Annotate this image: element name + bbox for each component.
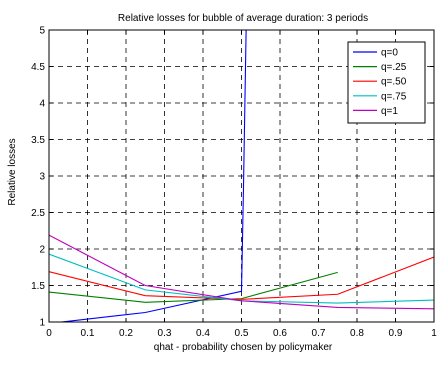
x-tick-label: 0.3 — [158, 328, 172, 339]
x-tick-label: 0.5 — [235, 328, 249, 339]
series-line-q-0 — [56, 30, 247, 322]
y-tick-label: 5 — [39, 26, 45, 37]
y-tick-label: 2.5 — [31, 208, 45, 219]
series-line-q-1 — [49, 234, 434, 310]
legend-label: q=0 — [381, 48, 398, 59]
legend-label: q=.75 — [381, 91, 407, 102]
ticks: 0 0.1 0.2 0.3 0.4 0.5 0.6 0.7 0.8 0.9 1 1 1.5 2 2.5 3 3.… — [31, 26, 437, 340]
chart-title: Relative losses for bubble of average du… — [118, 13, 368, 24]
x-tick-label: 0 — [46, 328, 52, 339]
legend: q=0 q=.25 q=.50 q=.75 q=1 — [347, 41, 426, 124]
legend-label: q=.50 — [381, 77, 407, 88]
x-tick-label: 0.1 — [81, 328, 95, 339]
legend-label: q=1 — [381, 106, 398, 117]
legend-box — [347, 41, 426, 124]
y-tick-label: 2 — [39, 245, 45, 256]
x-tick-label: 1 — [431, 328, 437, 339]
series-line-q-25 — [49, 271, 338, 303]
y-tick-label: 3.5 — [31, 135, 45, 146]
x-tick-label: 0.8 — [350, 328, 364, 339]
x-tick-label: 0.4 — [196, 328, 210, 339]
y-tick-label: 4 — [39, 99, 45, 110]
series-layer — [49, 30, 434, 322]
x-tick-label: 0.7 — [312, 328, 326, 339]
x-tick-label: 0.2 — [119, 328, 133, 339]
y-tick-label: 4.5 — [31, 62, 45, 73]
x-tick-label: 0.6 — [273, 328, 287, 339]
series-line-q-50 — [49, 256, 434, 300]
y-tick-label: 3 — [39, 172, 45, 183]
legend-label: q=.25 — [381, 62, 407, 73]
y-tick-label: 1.5 — [31, 281, 45, 292]
y-axis-title: Relative losses — [7, 138, 18, 205]
x-tick-label: 0.9 — [389, 328, 403, 339]
x-axis-title: qhat - probability chosen by policymaker — [154, 342, 333, 353]
y-tick-label: 1 — [39, 318, 45, 329]
